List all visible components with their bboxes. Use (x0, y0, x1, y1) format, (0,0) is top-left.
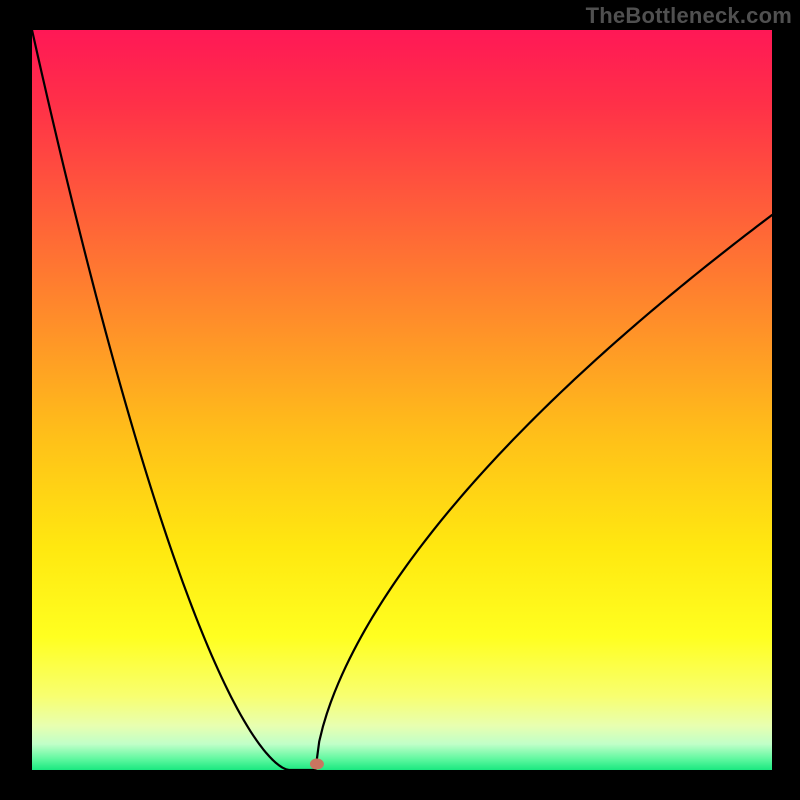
chart-root: TheBottleneck.com (0, 0, 800, 800)
optimum-marker (310, 759, 324, 770)
watermark-text: TheBottleneck.com (586, 3, 792, 29)
plot-area (0, 0, 800, 800)
gradient-background (32, 30, 772, 770)
